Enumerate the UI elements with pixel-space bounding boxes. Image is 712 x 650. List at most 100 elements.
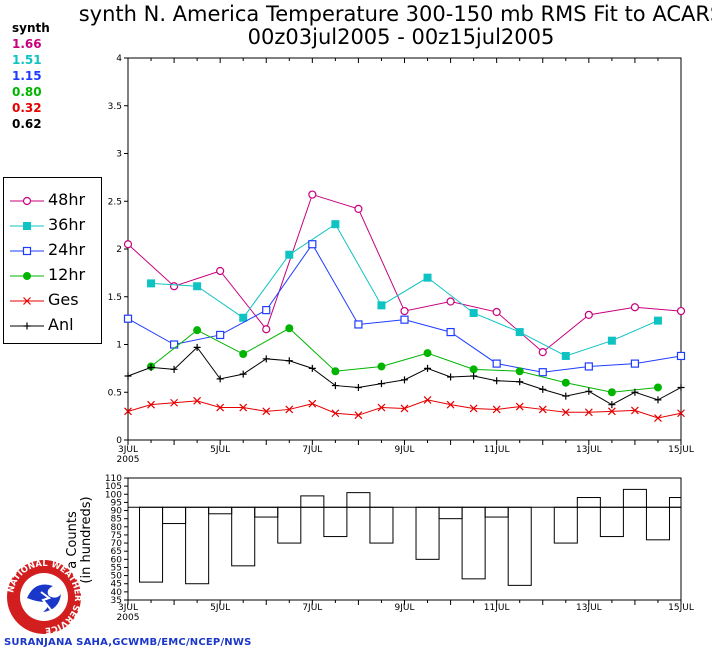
x-tick-label: 5JUL xyxy=(210,445,230,455)
data-point-24hr xyxy=(492,359,501,368)
data-point-anl xyxy=(285,357,293,365)
count-x-tick-label: 15JUL xyxy=(668,603,694,613)
data-point-36hr xyxy=(239,313,248,322)
data-point-36hr xyxy=(653,316,662,325)
data-point-24hr xyxy=(676,351,686,361)
data-point-ges xyxy=(147,400,155,409)
legend-item-48hr: 48hr xyxy=(4,188,101,212)
x-tick-label: 7JUL xyxy=(302,445,322,455)
count-bar xyxy=(300,495,325,508)
data-point-ges xyxy=(677,409,685,418)
data-point-anl xyxy=(654,396,662,404)
count-y-tick-label: 70 xyxy=(111,539,123,549)
legend-label-48hr: 48hr xyxy=(48,190,86,209)
data-point-anl xyxy=(216,375,224,383)
nws-logo: NATIONAL WEATHER SERVICE xyxy=(6,559,82,635)
data-point-48hr xyxy=(216,266,225,276)
chart-title: synth N. America Temperature 300-150 mb … xyxy=(78,2,712,26)
summary-value-12hr: 0.80 xyxy=(12,85,42,99)
count-y-tick-label: 100 xyxy=(105,490,122,500)
legend-marker-24hr xyxy=(10,246,44,256)
y-tick-label: 0 xyxy=(116,436,122,446)
data-point-24hr xyxy=(308,240,317,249)
data-point-36hr xyxy=(423,273,432,282)
data-point-48hr xyxy=(262,325,271,334)
x-tick-label: 3JUL xyxy=(118,445,138,455)
y-tick-label: 4 xyxy=(116,54,122,64)
data-point-ges xyxy=(446,400,455,409)
count-bar xyxy=(231,506,256,567)
data-point-ges xyxy=(170,398,179,407)
y-tick-label: 1.5 xyxy=(108,293,122,303)
data-point-ges xyxy=(538,405,547,414)
count-bar xyxy=(645,506,670,541)
data-point-24hr xyxy=(216,330,225,340)
summary-value-anl: 0.62 xyxy=(12,117,42,131)
count-bar xyxy=(553,506,578,544)
data-point-ges xyxy=(492,405,501,414)
count-y-tick-label: 110 xyxy=(105,474,122,484)
count-x-tick-label: 7JUL xyxy=(302,603,322,613)
data-point-36hr xyxy=(193,282,202,291)
legend-marker-anl xyxy=(10,322,44,330)
summary-label: synth xyxy=(12,21,50,35)
data-point-anl xyxy=(124,372,132,380)
data-point-anl xyxy=(424,364,432,372)
legend-label-ges: Ges xyxy=(48,290,79,309)
series-line-12hr xyxy=(150,327,659,393)
data-point-12hr xyxy=(469,365,478,374)
legend-item-ges: Ges xyxy=(4,288,101,312)
count-x-tick-label: 3JUL xyxy=(118,603,138,613)
data-point-12hr xyxy=(653,383,662,392)
summary-value-36hr: 1.51 xyxy=(12,53,42,67)
data-point-anl xyxy=(562,392,570,400)
data-point-48hr xyxy=(308,190,317,199)
count-y-tick-label: 45 xyxy=(111,580,122,590)
count-bar xyxy=(438,506,463,520)
data-point-ges xyxy=(308,399,317,408)
data-point-anl xyxy=(377,380,385,388)
count-y-tick-label: 50 xyxy=(111,572,123,582)
count-bar xyxy=(668,497,682,508)
cloud-icon xyxy=(27,584,61,612)
count-bar xyxy=(162,506,187,525)
data-point-12hr xyxy=(239,350,248,359)
count-y-tick-label: 95 xyxy=(111,498,122,508)
data-point-anl xyxy=(585,387,593,395)
count-x-year-label: 2005 xyxy=(117,613,140,623)
data-point-24hr xyxy=(630,359,640,368)
data-point-ges xyxy=(262,407,271,416)
data-point-48hr xyxy=(446,297,455,306)
legend-item-anl: Anl xyxy=(4,313,101,337)
count-bar xyxy=(507,506,532,586)
y-tick-label: 3.5 xyxy=(108,102,122,112)
legend-symbol xyxy=(23,222,31,230)
chart-date-range: 00z03jul2005 - 00z15jul2005 xyxy=(247,25,555,49)
data-point-48hr xyxy=(354,204,363,213)
legend-marker-48hr xyxy=(10,196,44,206)
data-point-36hr xyxy=(607,336,616,345)
y-tick-label: 2.5 xyxy=(108,197,122,207)
y-tick-label: 2 xyxy=(116,245,122,255)
legend-label-24hr: 24hr xyxy=(48,240,86,259)
count-x-tick-label: 11JUL xyxy=(484,603,510,613)
data-point-anl xyxy=(401,376,408,384)
data-point-ges xyxy=(193,396,202,405)
data-point-24hr xyxy=(354,320,363,329)
data-point-anl xyxy=(631,388,639,396)
data-point-ges xyxy=(285,405,294,414)
data-point-48hr xyxy=(169,282,179,291)
data-point-anl xyxy=(539,385,547,393)
count-y-tick-label: 35 xyxy=(111,596,122,606)
data-point-48hr xyxy=(400,306,409,316)
count-bar xyxy=(254,506,279,518)
data-point-anl xyxy=(516,378,524,386)
legend-symbol xyxy=(23,272,31,280)
legend-symbol xyxy=(23,297,31,305)
data-point-anl xyxy=(608,401,616,409)
data-point-anl xyxy=(170,365,178,373)
count-y-tick-label: 80 xyxy=(111,523,123,533)
data-point-12hr xyxy=(515,367,524,376)
x-tick-label: 11JUL xyxy=(484,445,510,455)
count-bar xyxy=(369,506,394,544)
